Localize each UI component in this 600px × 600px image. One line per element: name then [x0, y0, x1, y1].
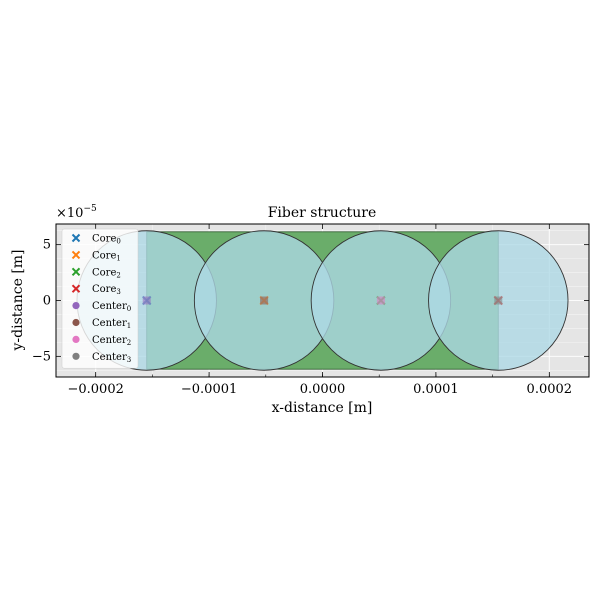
- legend-marker-core-1: [71, 250, 81, 260]
- legend-entry-center-2: Center2: [92, 335, 131, 347]
- legend-marker-core-2: [71, 267, 81, 277]
- center-marker-1: [260, 296, 269, 305]
- legend-marker-core-0: [71, 233, 81, 243]
- legend-entry-center-0: Center0: [92, 301, 131, 313]
- legend-entry-subscript: 0: [127, 305, 131, 313]
- legend-entry-subscript: 1: [127, 322, 131, 330]
- legend-marker-core-3: [71, 284, 81, 293]
- center-marker-3: [494, 296, 503, 305]
- x-tick-label: 0.0000: [300, 382, 346, 397]
- y-tick-label: −5: [32, 349, 51, 364]
- legend-entry-subscript: 3: [127, 356, 131, 364]
- legend-entry-name: Core: [92, 234, 116, 245]
- y-axis-label: y-distance [m]: [10, 249, 26, 351]
- legend-marker-center-2: [72, 335, 80, 343]
- legend-entry-name: Core: [92, 284, 116, 295]
- legend: Core0Core1Core2Core3Center0Center1Center…: [61, 228, 139, 369]
- x-tick-label: −0.0002: [67, 382, 123, 397]
- axes: −0.0002 −0.0001 0.0000 0.0001 0.0002 5 0 −5: [32, 223, 590, 397]
- legend-entry-subscript: 3: [116, 288, 120, 296]
- legend-entry-subscript: 2: [116, 271, 120, 279]
- legend-entry-core-0: Core0: [92, 234, 121, 246]
- center-marker-2: [376, 296, 385, 305]
- legend-entry-subscript: 2: [127, 339, 131, 347]
- x-tick-label: 0.0002: [527, 382, 573, 397]
- chart-title: Fiber structure: [268, 205, 377, 221]
- legend-entry-name: Core: [92, 267, 116, 278]
- y-tick-label: 0: [43, 294, 51, 309]
- legend-entry-center-1: Center1: [92, 318, 131, 330]
- legend-entry-name: Center: [92, 352, 127, 363]
- legend-marker-center-0: [72, 302, 80, 310]
- x-axis-label: x-distance [m]: [272, 400, 373, 416]
- legend-box: [61, 228, 139, 369]
- y-axis-offset-base: ×10: [56, 206, 83, 221]
- legend-entry-subscript: 1: [116, 254, 120, 262]
- legend-entry-name: Center: [92, 335, 127, 346]
- plot-area: [56, 224, 589, 377]
- y-axis-offset-exponent: −5: [83, 204, 97, 214]
- legend-entry-core-2: Core2: [92, 267, 121, 279]
- y-axis-offset-label: ×10−5: [56, 204, 97, 221]
- x-tick-label: 0.0001: [413, 382, 459, 397]
- legend-entry-core-1: Core1: [92, 250, 121, 262]
- legend-entry-name: Core: [92, 250, 116, 261]
- legend-entry-name: Center: [92, 301, 127, 312]
- legend-entry-name: Center: [92, 318, 127, 329]
- legend-entry-subscript: 0: [116, 238, 120, 246]
- legend-marker-center-1: [72, 318, 80, 327]
- legend-entry-center-3: Center3: [92, 352, 131, 364]
- y-tick-label: 5: [43, 238, 51, 253]
- x-tick-label: −0.0001: [181, 382, 237, 397]
- center-marker-0: [142, 296, 151, 305]
- legend-marker-center-3: [72, 352, 80, 360]
- legend-entry-core-3: Core3: [92, 284, 121, 296]
